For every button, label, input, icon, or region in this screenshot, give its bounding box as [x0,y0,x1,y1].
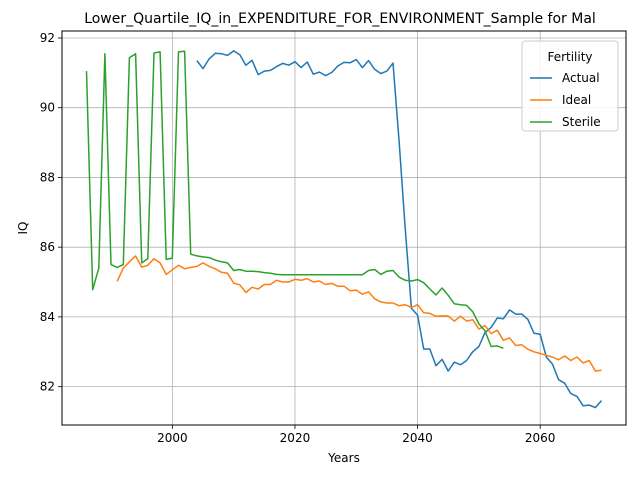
y-tick-label: 88 [40,170,55,184]
plot-frame [61,30,627,426]
tick-layer: 2000 2020 2040 2060 82 84 86 88 90 92 [40,31,556,445]
y-tick-label: 90 [40,101,55,115]
chart-title: Lower_Quartile_IQ_in_EXPENDITURE_FOR_ENV… [84,11,596,27]
legend-box [521,40,619,132]
series-line-sterile [85,50,504,349]
x-tick-label: 2060 [525,431,556,445]
series-line-ideal [116,255,602,372]
series-layer [85,50,603,409]
y-axis-label: IQ [16,222,30,235]
y-tick-label: 84 [40,310,55,324]
y-tick-label: 82 [40,380,55,394]
series-line-actual [196,50,603,409]
y-tick-label: 92 [40,31,55,45]
y-tick-label: 86 [40,240,55,254]
x-tick-label: 2020 [280,431,311,445]
legend: Fertility Actual Ideal Sterile [521,40,619,132]
legend-label-ideal: Ideal [562,93,591,107]
x-tick-label: 2000 [157,431,188,445]
legend-label-actual: Actual [562,71,600,85]
legend-label-sterile: Sterile [562,115,601,129]
grid-layer [62,31,626,425]
x-axis-label: Years [327,451,360,465]
legend-title: Fertility [547,50,592,64]
x-tick-label: 2040 [402,431,433,445]
